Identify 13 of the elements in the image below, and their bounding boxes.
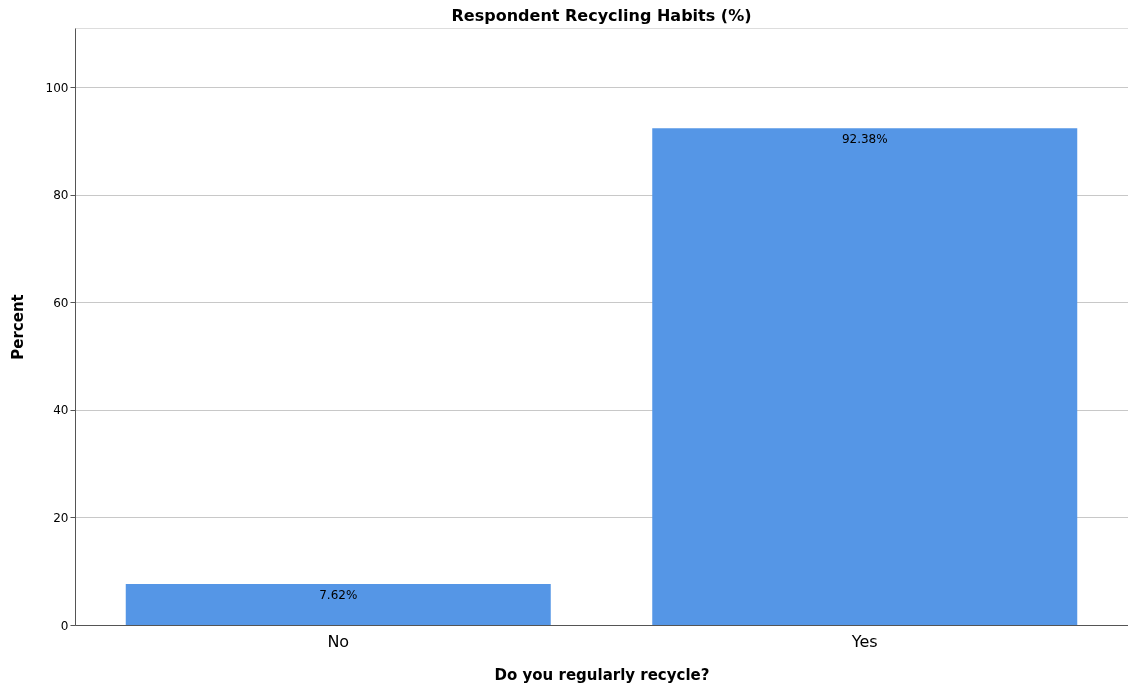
data-label: 92.38% <box>841 132 888 147</box>
y-tick-label: 0 <box>60 618 69 633</box>
x-tick-label: Yes <box>850 631 878 651</box>
chart-title: Respondent Recycling Habits (%) <box>451 6 752 25</box>
y-axis-title: Percent <box>8 294 27 360</box>
y-tick-label: 80 <box>53 188 69 203</box>
x-tick-label: No <box>327 631 350 651</box>
y-tick-label: 40 <box>53 403 69 418</box>
y-tick-label: 100 <box>45 80 69 95</box>
data-label: 7.62% <box>319 588 358 603</box>
x-axis-title: Do you regularly recycle? <box>494 665 710 684</box>
y-tick-label: 20 <box>53 510 69 525</box>
y-tick-label: 60 <box>53 295 69 310</box>
